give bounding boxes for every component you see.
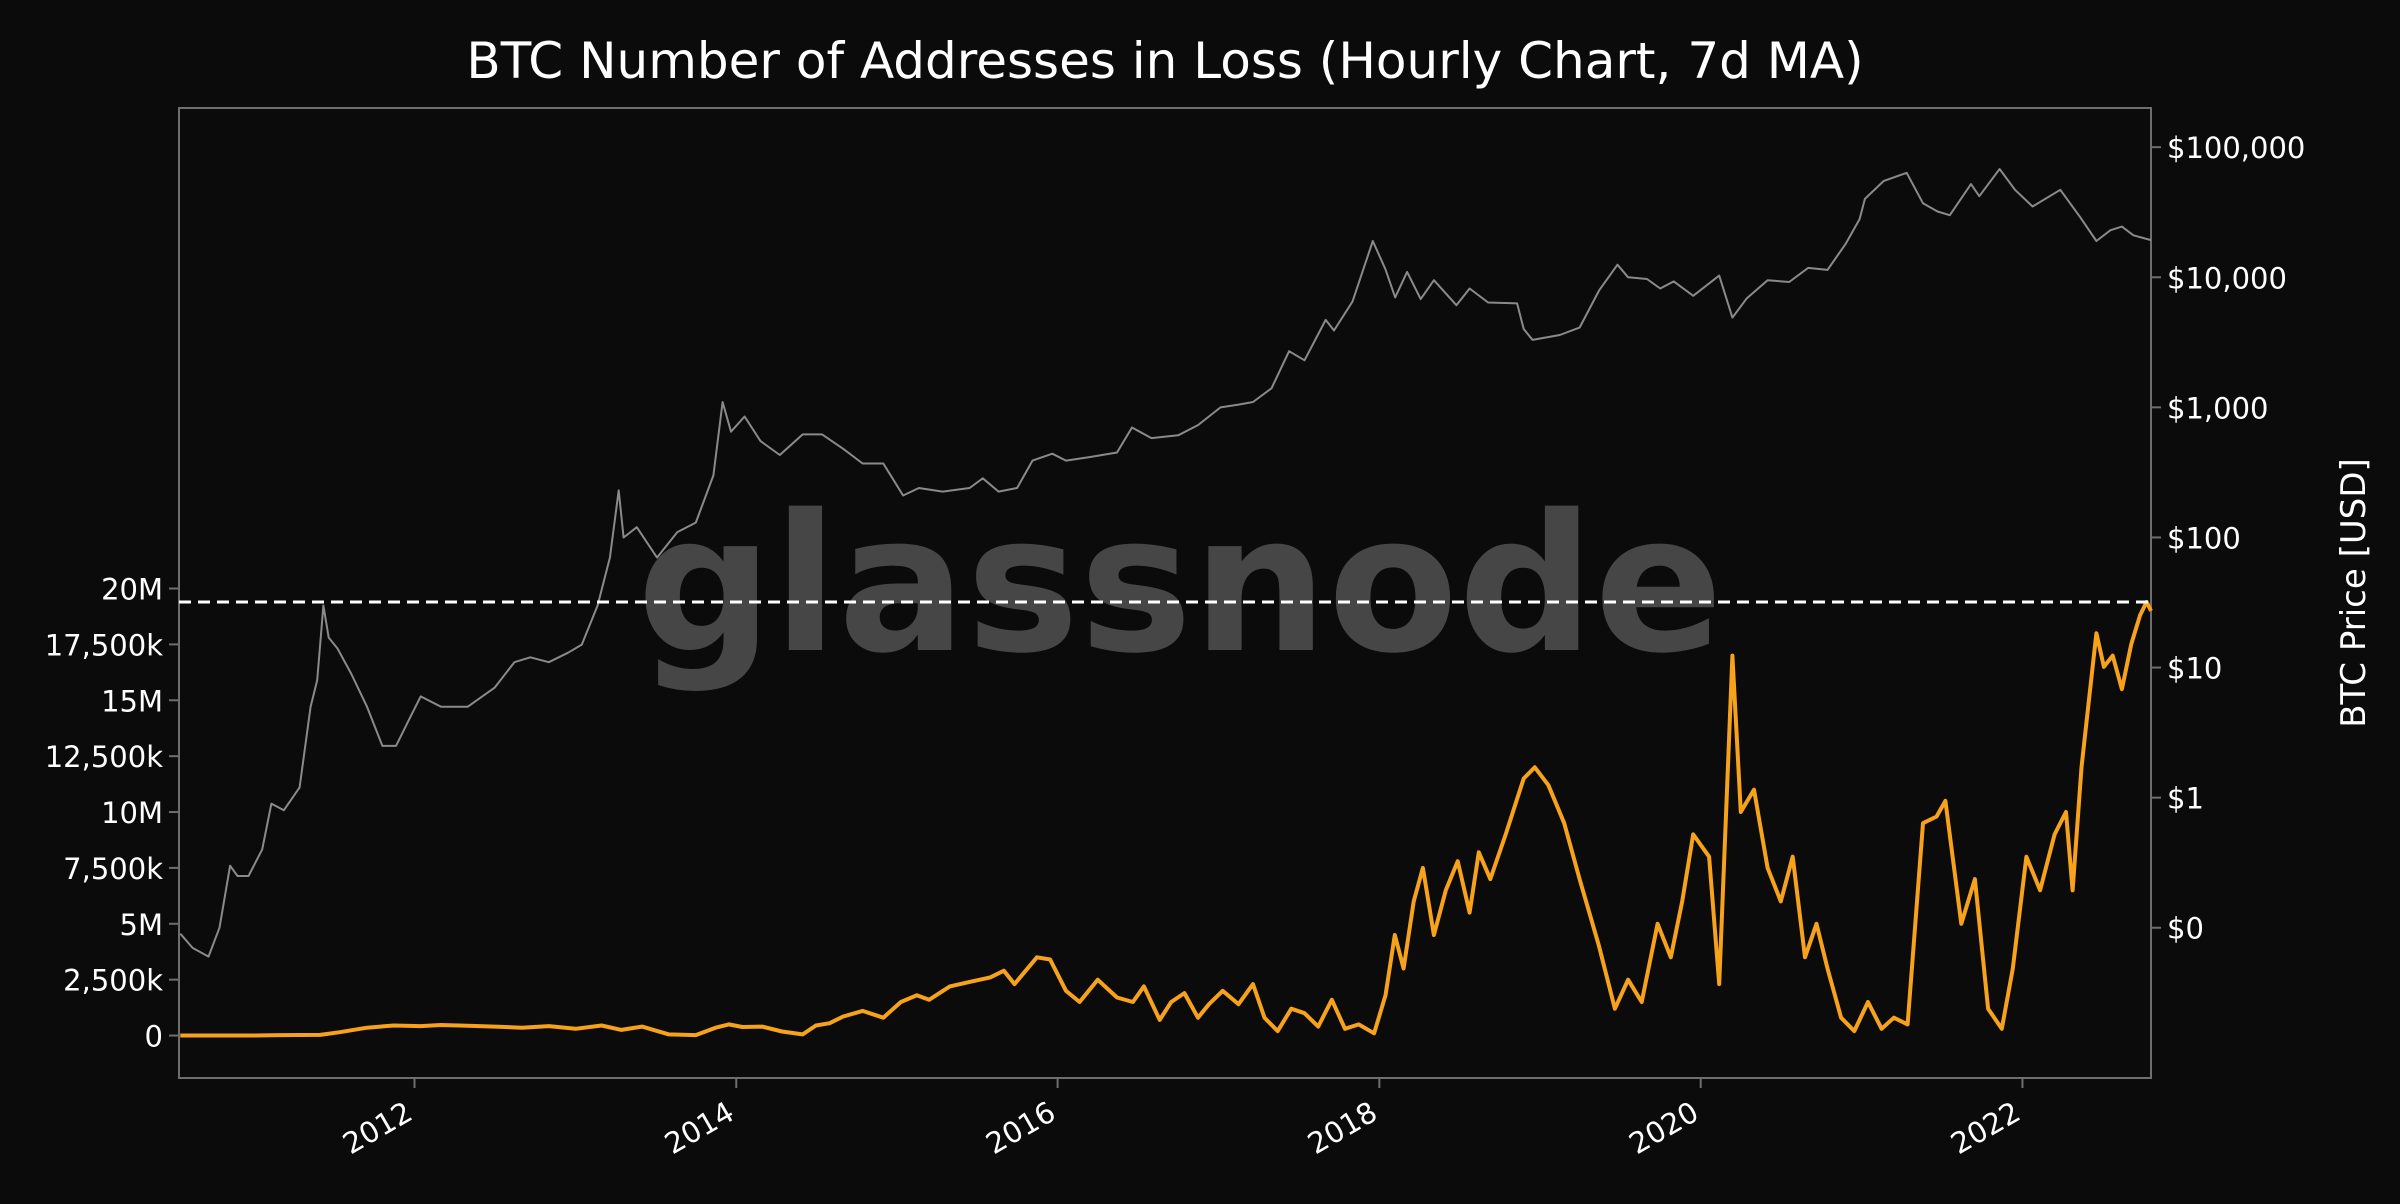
y-tick-label: 10M bbox=[101, 796, 163, 830]
y2-tick-label: $0 bbox=[2167, 912, 2204, 946]
y-tick-label: 5M bbox=[120, 908, 163, 942]
addresses-in-loss-line bbox=[180, 599, 2153, 1038]
y-tick-label: 7,500k bbox=[63, 852, 163, 886]
watermark: glassnode bbox=[637, 474, 1723, 695]
y2-tick-label: $10 bbox=[2167, 652, 2222, 686]
y-tick-label: 20M bbox=[101, 573, 163, 607]
series-layer bbox=[179, 168, 2153, 1038]
y-tick-label: 15M bbox=[101, 684, 163, 718]
btc-price-line bbox=[179, 168, 2152, 958]
y2-tick-label: $100 bbox=[2167, 521, 2241, 555]
y-tick-label: 12,500k bbox=[45, 740, 163, 774]
y2-axis-label: BTC Price [USD] bbox=[2334, 458, 2374, 728]
y2-tick-label: $100,000 bbox=[2167, 131, 2305, 165]
y2-tick-label: $1 bbox=[2167, 782, 2204, 816]
y-tick-label: 2,500k bbox=[63, 964, 163, 998]
y2-tick-label: $10,000 bbox=[2167, 261, 2287, 295]
chart-title: BTC Number of Addresses in Loss (Hourly … bbox=[466, 32, 1863, 90]
y-tick-label: 0 bbox=[145, 1020, 163, 1054]
y-tick-label: 17,500k bbox=[45, 628, 163, 662]
y2-tick-label: $1,000 bbox=[2167, 391, 2268, 425]
